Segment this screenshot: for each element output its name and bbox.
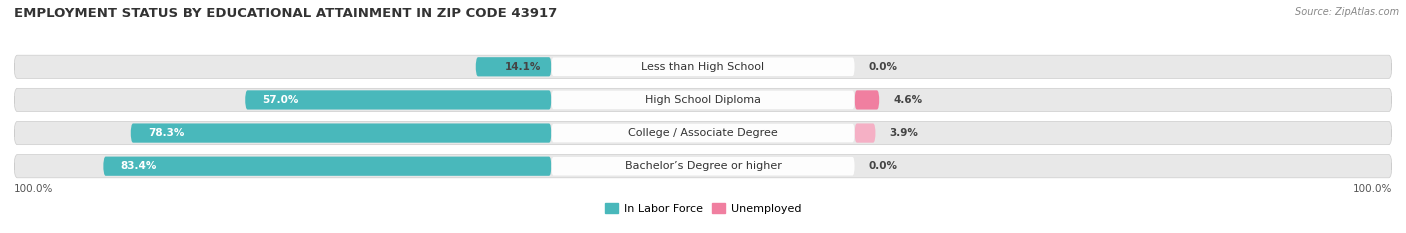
Text: 78.3%: 78.3% xyxy=(148,128,184,138)
FancyBboxPatch shape xyxy=(551,58,855,76)
FancyBboxPatch shape xyxy=(14,121,1392,145)
Text: 100.0%: 100.0% xyxy=(14,184,53,194)
Legend: In Labor Force, Unemployed: In Labor Force, Unemployed xyxy=(600,199,806,218)
FancyBboxPatch shape xyxy=(551,91,855,109)
Text: 4.6%: 4.6% xyxy=(893,95,922,105)
Text: Less than High School: Less than High School xyxy=(641,62,765,72)
Text: 83.4%: 83.4% xyxy=(121,161,157,171)
Text: 3.9%: 3.9% xyxy=(890,128,918,138)
Text: Source: ZipAtlas.com: Source: ZipAtlas.com xyxy=(1295,7,1399,17)
Text: High School Diploma: High School Diploma xyxy=(645,95,761,105)
Text: 57.0%: 57.0% xyxy=(263,95,298,105)
Text: 100.0%: 100.0% xyxy=(1353,184,1392,194)
FancyBboxPatch shape xyxy=(245,90,551,110)
Text: EMPLOYMENT STATUS BY EDUCATIONAL ATTAINMENT IN ZIP CODE 43917: EMPLOYMENT STATUS BY EDUCATIONAL ATTAINM… xyxy=(14,7,557,20)
FancyBboxPatch shape xyxy=(14,88,1392,112)
FancyBboxPatch shape xyxy=(855,123,876,143)
FancyBboxPatch shape xyxy=(551,124,855,142)
Text: 14.1%: 14.1% xyxy=(505,62,541,72)
FancyBboxPatch shape xyxy=(855,90,879,110)
FancyBboxPatch shape xyxy=(551,157,855,175)
FancyBboxPatch shape xyxy=(14,55,1392,78)
FancyBboxPatch shape xyxy=(103,157,551,176)
Text: 0.0%: 0.0% xyxy=(869,161,897,171)
FancyBboxPatch shape xyxy=(475,57,551,76)
FancyBboxPatch shape xyxy=(131,123,551,143)
Text: College / Associate Degree: College / Associate Degree xyxy=(628,128,778,138)
FancyBboxPatch shape xyxy=(14,155,1392,178)
Text: Bachelor’s Degree or higher: Bachelor’s Degree or higher xyxy=(624,161,782,171)
Text: 0.0%: 0.0% xyxy=(869,62,897,72)
